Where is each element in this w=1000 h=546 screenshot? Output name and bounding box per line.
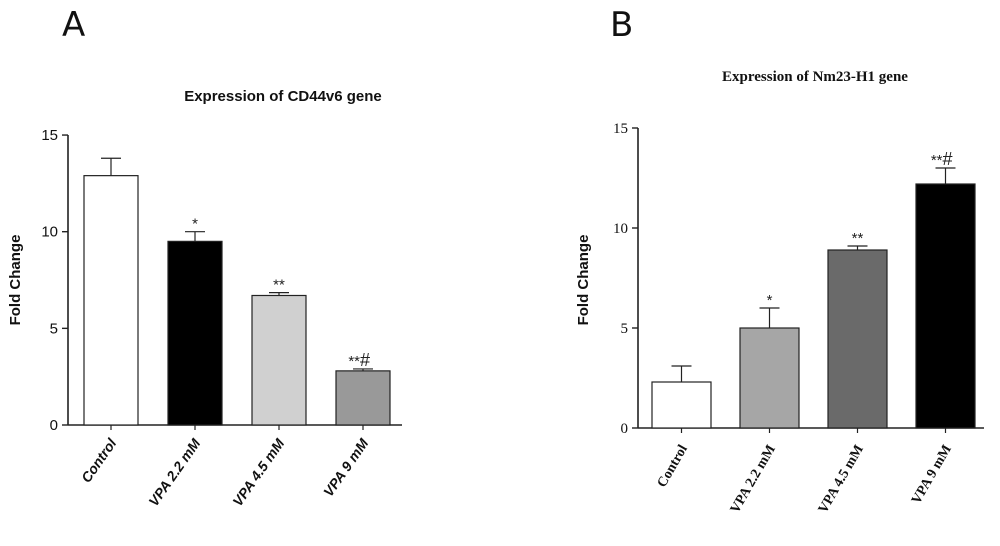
panel-label-b: B [610,5,633,45]
chart-a-significance-label: * [192,216,198,233]
chart-b-significance-label: * [767,292,773,309]
chart-cd44v6: Expression of CD44v6 gene Fold Change 0 5… [7,88,402,509]
chart-a-x-tick-label: Control [78,435,120,486]
chart-a-bar [251,294,307,426]
chart-a-bar [83,175,139,426]
chart-b-significance-hash: # [943,149,953,169]
chart-b-y-tick-label: 0 [621,421,629,437]
chart-b-bar [915,183,976,429]
chart-b-x-tick-label: VPA 9 mM [909,443,955,508]
chart-a-title: Expression of CD44v6 gene [184,88,382,105]
chart-b-bar [827,249,888,429]
chart-b-significance-label: ** [852,230,864,247]
chart-a-bar [167,240,223,426]
chart-b-x-tick-label: VPA 4.5 mM [816,443,867,517]
chart-a-y-tick-label: 10 [41,224,58,241]
chart-b-y-tick-label: 15 [613,121,628,137]
chart-a-x-tick-label: VPA 2.2 mM [145,435,203,509]
panel-label-a: A [62,5,85,45]
chart-a-significance-hash: # [360,350,370,370]
chart-a-bar [335,370,391,426]
chart-a-y-tick-label: 15 [41,127,58,144]
chart-b-significance-label: ** [931,152,943,169]
chart-nm23-h1: Expression of Nm23-H1 gene Fold Change 0… [575,69,984,516]
chart-b-y-tick-label: 10 [613,221,628,237]
chart-a-y-tick-label: 5 [50,320,58,337]
chart-b-bar [651,381,712,429]
chart-a-significance-label: ** [348,353,360,370]
chart-a-x-tick-label: VPA 4.5 mM [229,435,287,509]
chart-a-y-tick-label: 0 [50,417,58,434]
chart-b-bar [739,327,800,429]
chart-b-x-tick-label: Control [655,442,691,490]
chart-a-significance-label: ** [273,277,285,294]
chart-b-y-tick-label: 5 [621,321,629,337]
chart-b-title: Expression of Nm23-H1 gene [722,69,908,85]
chart-a-y-axis-label: Fold Change [7,235,24,326]
chart-a-x-tick-label: VPA 9 mM [320,435,372,499]
chart-b-x-tick-label: VPA 2.2 mM [728,443,779,517]
chart-b-y-axis-label: Fold Change [575,235,592,326]
